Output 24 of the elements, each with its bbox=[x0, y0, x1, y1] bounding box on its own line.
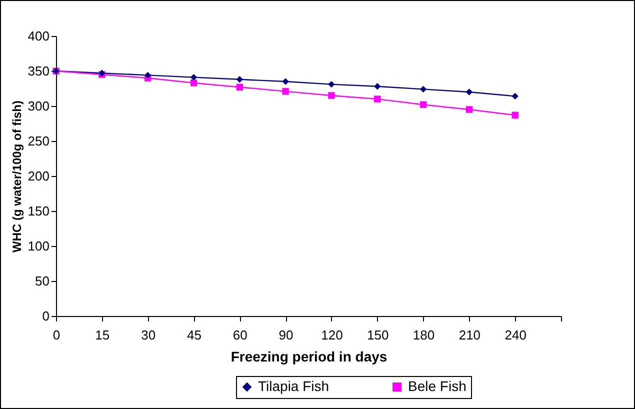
y-tick-label: 150 bbox=[28, 204, 50, 218]
x-tick-label: 150 bbox=[367, 328, 389, 342]
y-tick-label: 100 bbox=[28, 238, 50, 254]
y-tick-label: 350 bbox=[28, 64, 50, 78]
x-tick-label: 240 bbox=[504, 328, 526, 342]
x-tick-label: 15 bbox=[95, 328, 110, 342]
x-tick-label: 60 bbox=[232, 328, 248, 342]
x-axis-title: Freezing period in days bbox=[230, 348, 388, 364]
y-tick-label: 50 bbox=[35, 274, 50, 288]
x-tick-label: 30 bbox=[141, 328, 156, 342]
y-tick-label: 400 bbox=[28, 28, 50, 44]
y-tick-label: 0 bbox=[42, 308, 50, 324]
y-axis-title: WHC (g water/100g of fish) bbox=[10, 100, 24, 253]
x-tick-label: 0 bbox=[52, 328, 60, 342]
y-tick-label: 200 bbox=[28, 168, 50, 184]
x-tick-label: 120 bbox=[321, 328, 343, 342]
y-tick-label: 250 bbox=[28, 134, 50, 148]
y-tick-label: 300 bbox=[28, 98, 50, 114]
legend-label: Tilapia Fish bbox=[258, 378, 330, 394]
x-tick-label: 210 bbox=[458, 328, 481, 342]
x-tick-label: 180 bbox=[412, 328, 435, 342]
x-tick-label: 90 bbox=[278, 328, 294, 342]
x-tick-label: 45 bbox=[186, 328, 202, 342]
legend-label: Bele Fish bbox=[408, 378, 466, 394]
